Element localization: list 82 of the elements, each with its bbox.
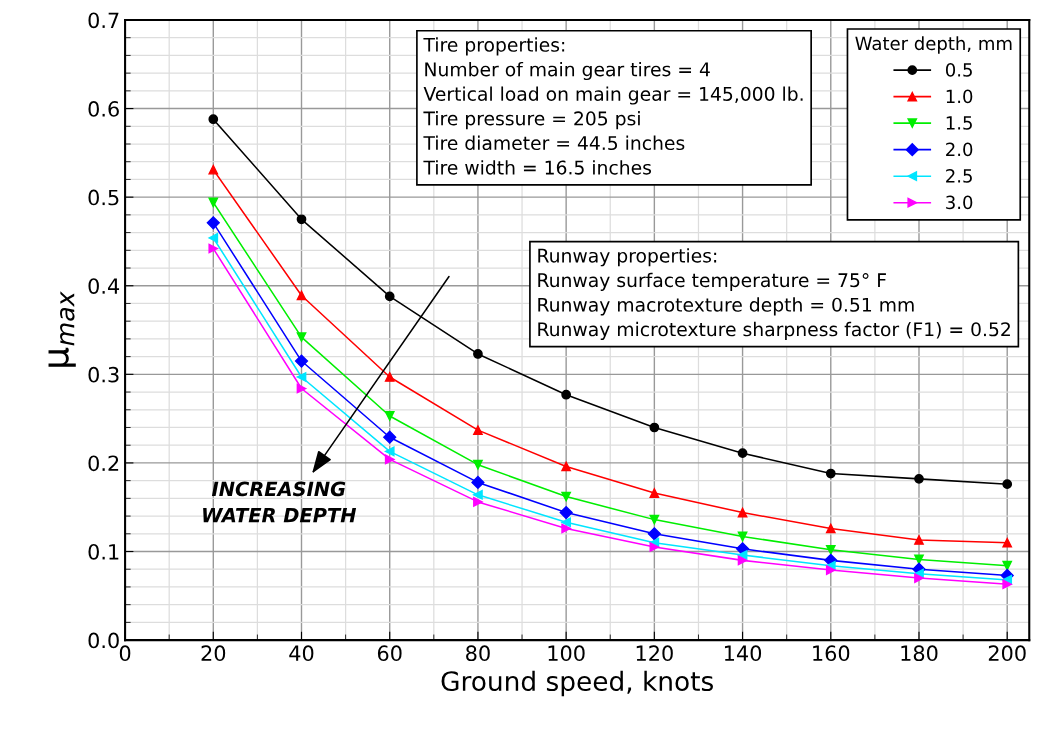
x-tick-label: 180	[901, 645, 938, 662]
x-axis-title: Ground speed, knots	[441, 670, 713, 697]
y-tick-label: 0.3	[88, 366, 119, 383]
point	[473, 497, 483, 507]
point	[1002, 479, 1013, 490]
y-tick-label: 0.6	[88, 101, 119, 117]
point	[647, 527, 661, 541]
point	[296, 290, 307, 301]
legend-label: 1.0	[946, 89, 973, 104]
point	[825, 544, 836, 555]
point	[825, 468, 836, 479]
point	[649, 422, 660, 433]
x-tick-label: 160	[813, 645, 850, 662]
point	[914, 535, 924, 545]
point	[561, 461, 572, 472]
point	[383, 430, 397, 444]
legend-title: Water depth, mm	[855, 36, 1012, 54]
point	[296, 214, 307, 225]
x-tick-label: 40	[289, 645, 314, 662]
x-tick-label: 100	[548, 645, 585, 662]
point	[384, 446, 395, 457]
y-axis-title: μ$_{max}$	[48, 291, 76, 367]
legend-label: 2.0	[946, 142, 973, 157]
point	[296, 372, 307, 382]
point	[737, 448, 748, 459]
point	[208, 233, 219, 243]
point	[561, 523, 572, 534]
point	[561, 491, 572, 502]
point	[559, 505, 573, 520]
point	[206, 216, 220, 230]
point	[473, 459, 483, 470]
point	[737, 507, 748, 518]
x-tick-label: 140	[724, 645, 762, 662]
point	[561, 517, 572, 528]
point	[384, 372, 395, 382]
y-tick-label: 0.7	[88, 12, 119, 29]
point	[473, 425, 483, 436]
y-tick-label: 0.0	[88, 632, 119, 649]
legend-label: 1.5	[946, 116, 972, 130]
x-tick-label: 0	[119, 645, 131, 662]
point	[1002, 579, 1013, 590]
x-tick-label: 120	[636, 645, 673, 662]
point	[649, 514, 660, 525]
point	[208, 197, 219, 208]
point	[208, 114, 219, 125]
point	[384, 454, 395, 465]
x-tick-label: 80	[466, 645, 490, 662]
legend-label: 0.5	[945, 63, 972, 77]
point	[561, 389, 572, 400]
point	[737, 555, 748, 566]
point	[914, 573, 924, 583]
point	[294, 354, 309, 368]
x-tick-label: 60	[377, 645, 402, 662]
point	[296, 383, 307, 394]
point	[649, 488, 660, 498]
annotation: Runway properties: Runway surface temperature = 75° F Runway macrotexture depth = 0.51 mm Runway microtexture sharpness factor (F1) = 0.52	[538, 248, 1010, 340]
y-tick-label: 0.1	[88, 543, 119, 560]
point	[825, 560, 836, 571]
point	[473, 489, 483, 500]
point	[649, 542, 660, 552]
point	[825, 565, 836, 575]
legend-label: 2.5	[946, 169, 972, 183]
point	[471, 475, 485, 490]
x-tick-label: 20	[201, 645, 226, 662]
point	[737, 531, 748, 542]
point	[296, 332, 307, 342]
point	[473, 349, 483, 359]
y-tick-label: 0.2	[88, 455, 119, 472]
legend-label: 3.0	[946, 195, 973, 210]
point	[1002, 560, 1013, 571]
point	[384, 291, 395, 302]
y-tick-label: 0.5	[88, 189, 119, 206]
point	[208, 243, 219, 254]
point	[914, 474, 924, 484]
annotation: Tire properties: Number of main gear tires = 4 Vertical load on main gear = 145,000 lb. Tire pressure = 205 psi Tire diameter = 44.5 inches Tire width = 16.5 inches	[423, 37, 803, 175]
y-tick-label: 0.4	[88, 278, 120, 294]
point	[1002, 537, 1013, 548]
x-tick-label: 200	[988, 645, 1026, 662]
point	[384, 411, 395, 421]
annotation: INCREASING WATER DEPTH	[203, 481, 357, 523]
point	[825, 523, 836, 534]
point	[208, 164, 219, 175]
